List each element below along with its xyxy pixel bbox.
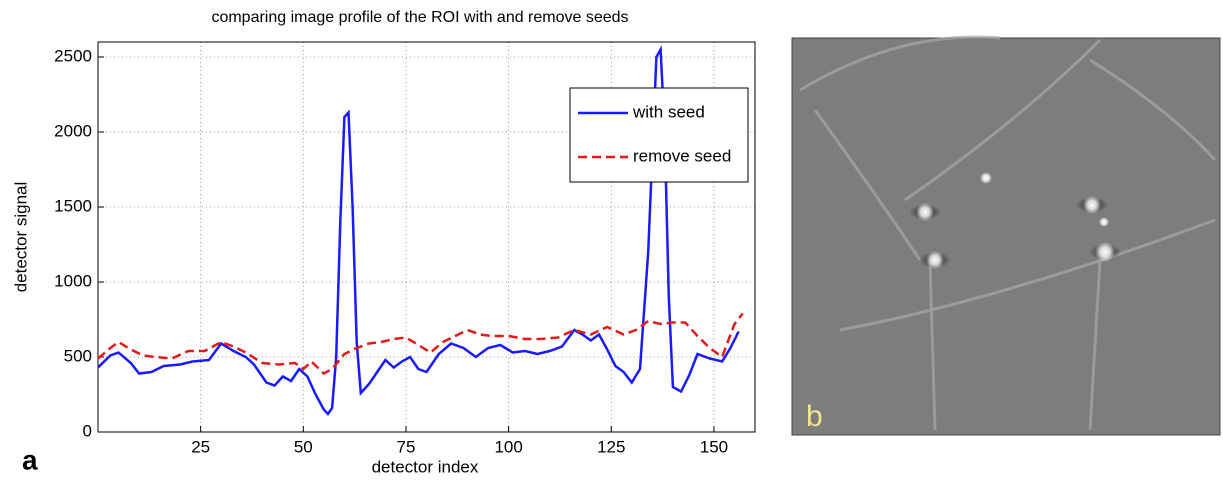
legend-label: with seed [632,102,705,121]
legend-label: remove seed [633,146,731,165]
x-tick-label: 150 [700,437,728,456]
panel-label: a [22,444,38,475]
x-tick-label: 25 [191,437,210,456]
y-tick-label: 2000 [54,121,92,140]
series-line [97,45,740,416]
image-frame [791,37,1221,436]
chart-title: comparing image profile of the ROI with … [211,9,628,26]
panel-label: b [806,400,823,433]
x-tick-label: 125 [597,437,625,456]
legend-box [569,87,749,183]
axes-box [97,41,756,433]
y-tick-label: 500 [64,346,92,365]
y-tick-label: 2500 [54,46,92,65]
x-tick-label: 75 [397,437,416,456]
x-axis-label: detector index [372,457,479,476]
y-axis-label: detector signal [11,182,30,293]
x-tick-label: 100 [494,437,522,456]
plot-area: 0 500 1000 1500 2000 2500 25 50 75 100 125 150 with … [54,41,756,456]
y-tick-label: 1500 [54,196,92,215]
y-tick-label: 1000 [54,271,92,290]
ct-image: b [791,35,1221,436]
x-tick-label: 50 [294,437,313,456]
series-line [97,312,744,376]
image-streaks [799,35,1217,431]
y-tick-label: 0 [83,421,92,440]
